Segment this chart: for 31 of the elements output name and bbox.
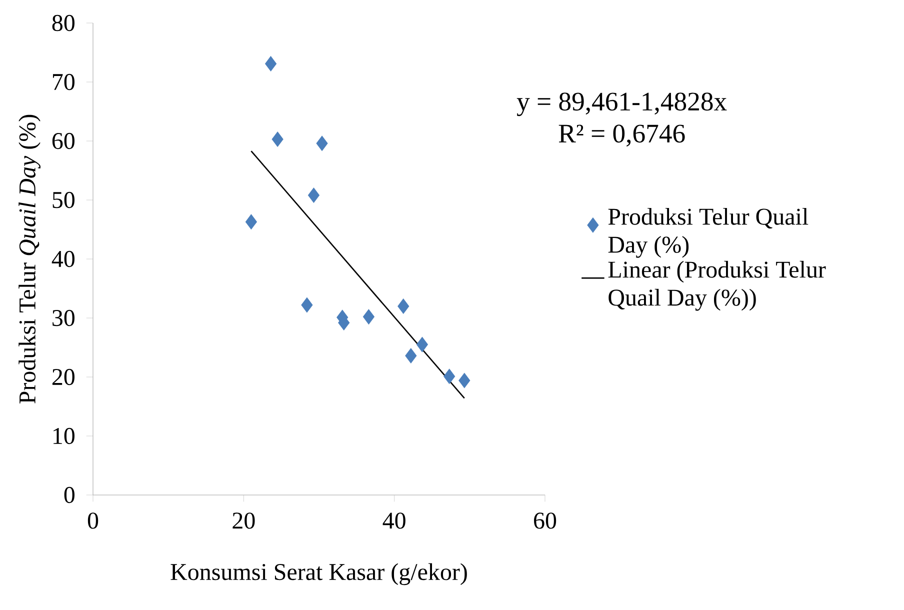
y-tick-label: 70 [52,74,74,90]
point [316,136,328,151]
x-tick-label: 40 [382,512,406,529]
text: R² = 0,6746 [558,124,685,146]
y-tick-label: 50 [52,192,74,208]
point [398,298,410,314]
x-tick-label: 0 [88,512,98,529]
point [272,132,284,147]
point [362,309,374,324]
y-tick-label: 30 [52,310,74,326]
y-tick-label: 80 [52,14,74,32]
point [265,56,277,72]
point [458,372,470,388]
point [245,214,257,230]
point [405,348,417,364]
point [301,297,313,313]
y-tick-label: 10 [54,428,74,444]
point [444,368,456,384]
legend-label: Produksi Telur Quail Day (%) [608,208,808,258]
y-tick-label: 60 [52,132,74,150]
y-tick-label: 40 [52,250,74,268]
x-tick-label: 60 [534,512,556,529]
point [416,336,428,352]
point [308,188,320,203]
annotation: y = 89,461-1,4828x [516,92,727,116]
y-axis-title: Produksi Telur Quail Day (%) [18,114,40,404]
y-tick-label: 0 [64,486,74,504]
x-tick-label: 20 [232,512,255,529]
legend-label: Linear (Produksi Telur Quail Day (%)) [608,260,826,311]
y-tick-label: 20 [52,368,74,386]
x-axis-title: Konsumsi Serat Kasar (g/ekor) [170,563,467,586]
